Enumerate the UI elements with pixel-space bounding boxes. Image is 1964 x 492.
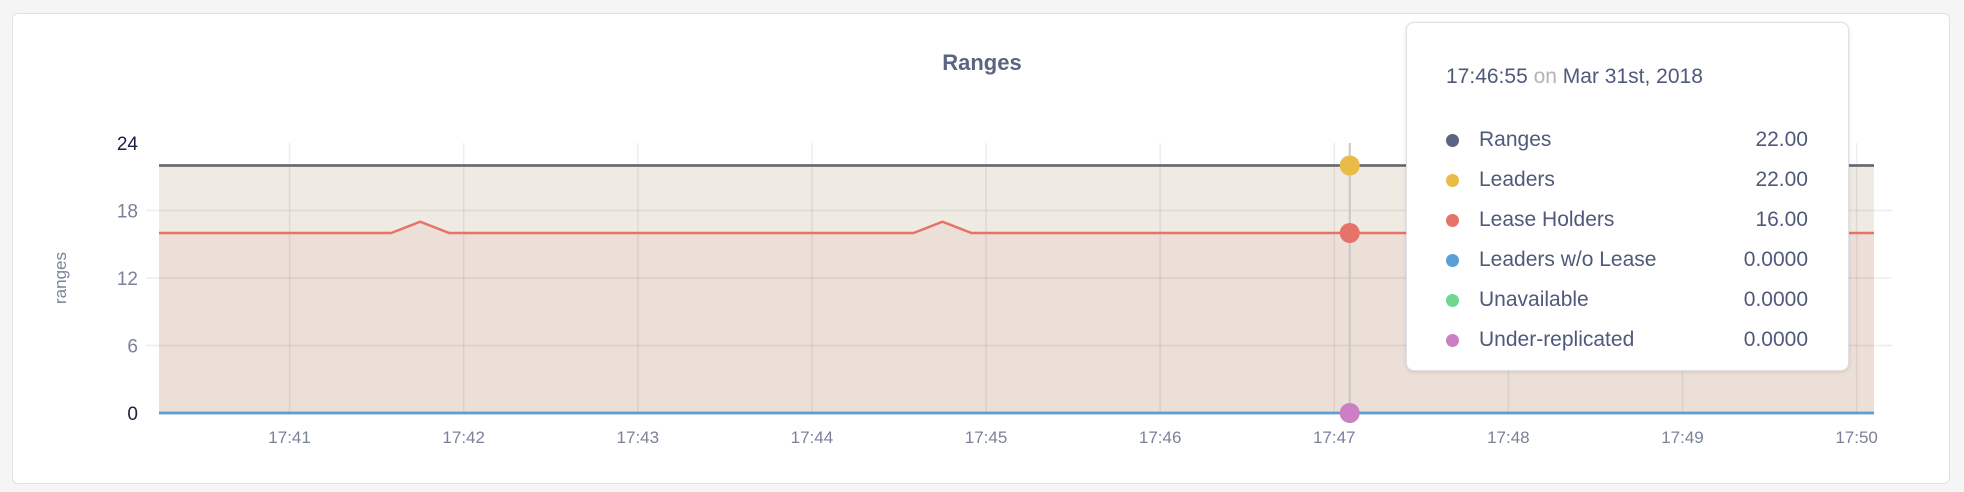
tooltip-on: on <box>1533 65 1557 88</box>
y-tick-label: 24 <box>117 134 139 155</box>
tooltip-series-value: 16.00 <box>1755 208 1808 231</box>
x-tick-label: 17:49 <box>1661 428 1704 447</box>
tooltip-series-value: 0.0000 <box>1743 248 1808 271</box>
legend-dot-icon <box>1446 334 1459 347</box>
tooltip-row: Under-replicated 0.0000 <box>1446 326 1808 356</box>
tooltip-date: Mar 31st, 2018 <box>1562 65 1703 88</box>
x-tick-label: 17:47 <box>1313 428 1356 447</box>
hover-tooltip: 17:46:55 on Mar 31st, 2018 Ranges 22.00 Le… <box>1406 22 1849 371</box>
tooltip-row: Lease Holders 16.00 <box>1446 206 1808 236</box>
legend-dot-icon <box>1446 294 1459 307</box>
tooltip-series-value: 22.00 <box>1755 168 1808 191</box>
tooltip-row: Leaders 22.00 <box>1446 166 1808 196</box>
tooltip-series-label: Lease Holders <box>1479 208 1615 231</box>
x-tick-label: 17:46 <box>1139 428 1182 447</box>
legend-dot-icon <box>1446 174 1459 187</box>
y-tick-label: 18 <box>117 202 138 223</box>
tooltip-series-label: Unavailable <box>1479 288 1589 311</box>
tooltip-time: 17:46:55 <box>1446 65 1528 88</box>
x-tick-label: 17:43 <box>617 428 660 447</box>
hover-point-lease-holders <box>1339 223 1360 243</box>
series-line-lease-holders <box>159 220 1874 235</box>
legend-dot-icon <box>1446 134 1459 147</box>
tooltip-row: Leaders w/o Lease 0.0000 <box>1446 246 1808 276</box>
tooltip-series-label: Under-replicated <box>1479 328 1635 351</box>
legend-dot-icon <box>1446 254 1459 267</box>
y-tick-label: 12 <box>117 269 138 290</box>
x-tick-label: 17:44 <box>791 428 834 447</box>
chart-title: Ranges <box>942 50 1021 75</box>
tooltip-series-label: Leaders <box>1479 168 1555 191</box>
hover-point-leaders <box>1339 155 1360 176</box>
tooltip-series-value: 0.0000 <box>1743 288 1808 311</box>
tooltip-row: Ranges 22.00 <box>1446 126 1808 156</box>
hover-point-under-replicated <box>1339 403 1360 423</box>
y-tick-label: 6 <box>127 337 138 358</box>
tooltip-row: Unavailable 0.0000 <box>1446 286 1808 316</box>
x-tick-label: 17:50 <box>1835 428 1878 447</box>
y-tick-label: 0 <box>127 404 138 425</box>
tooltip-series-label: Ranges <box>1479 128 1552 151</box>
y-axis-label: ranges <box>51 252 70 304</box>
x-tick-label: 17:42 <box>442 428 485 447</box>
tooltip-series-value: 22.00 <box>1755 128 1808 151</box>
x-tick-label: 17:45 <box>965 428 1008 447</box>
x-tick-label: 17:48 <box>1487 428 1530 447</box>
tooltip-series-value: 0.0000 <box>1743 328 1808 351</box>
legend-dot-icon <box>1446 214 1459 227</box>
tooltip-series-label: Leaders w/o Lease <box>1479 248 1657 271</box>
tooltip-timestamp: 17:46:55 on Mar 31st, 2018 <box>1446 65 1703 89</box>
x-tick-label: 17:41 <box>268 428 311 447</box>
